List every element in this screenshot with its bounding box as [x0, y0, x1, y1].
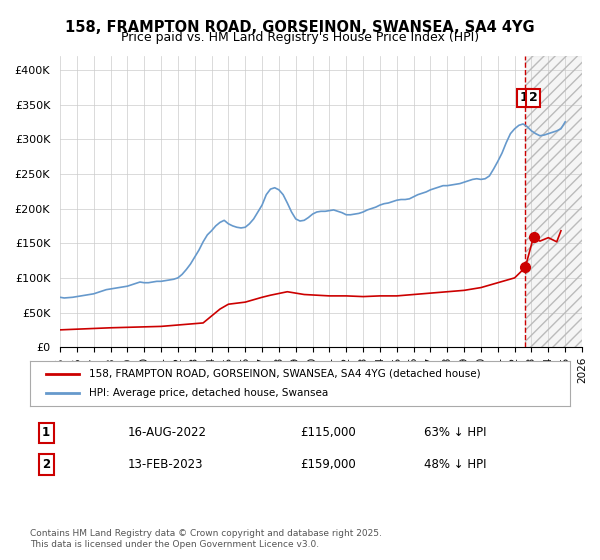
Text: 158, FRAMPTON ROAD, GORSEINON, SWANSEA, SA4 4YG (detached house): 158, FRAMPTON ROAD, GORSEINON, SWANSEA, … [89, 368, 481, 379]
Text: 1: 1 [520, 91, 529, 104]
Bar [525, 56, 582, 347]
Text: £115,000: £115,000 [300, 426, 356, 439]
Text: Contains HM Land Registry data © Crown copyright and database right 2025.
This d: Contains HM Land Registry data © Crown c… [30, 529, 382, 549]
Text: 2: 2 [42, 458, 50, 471]
Text: 63% ↓ HPI: 63% ↓ HPI [424, 426, 487, 439]
Text: 48% ↓ HPI: 48% ↓ HPI [424, 458, 487, 471]
Text: £159,000: £159,000 [300, 458, 356, 471]
Text: 1: 1 [42, 426, 50, 439]
Text: HPI: Average price, detached house, Swansea: HPI: Average price, detached house, Swan… [89, 389, 329, 399]
Text: 2: 2 [529, 91, 538, 104]
Text: 158, FRAMPTON ROAD, GORSEINON, SWANSEA, SA4 4YG: 158, FRAMPTON ROAD, GORSEINON, SWANSEA, … [65, 20, 535, 35]
Text: 16-AUG-2022: 16-AUG-2022 [127, 426, 206, 439]
Bar [525, 56, 582, 347]
Text: Price paid vs. HM Land Registry's House Price Index (HPI): Price paid vs. HM Land Registry's House … [121, 31, 479, 44]
Text: 13-FEB-2023: 13-FEB-2023 [127, 458, 203, 471]
